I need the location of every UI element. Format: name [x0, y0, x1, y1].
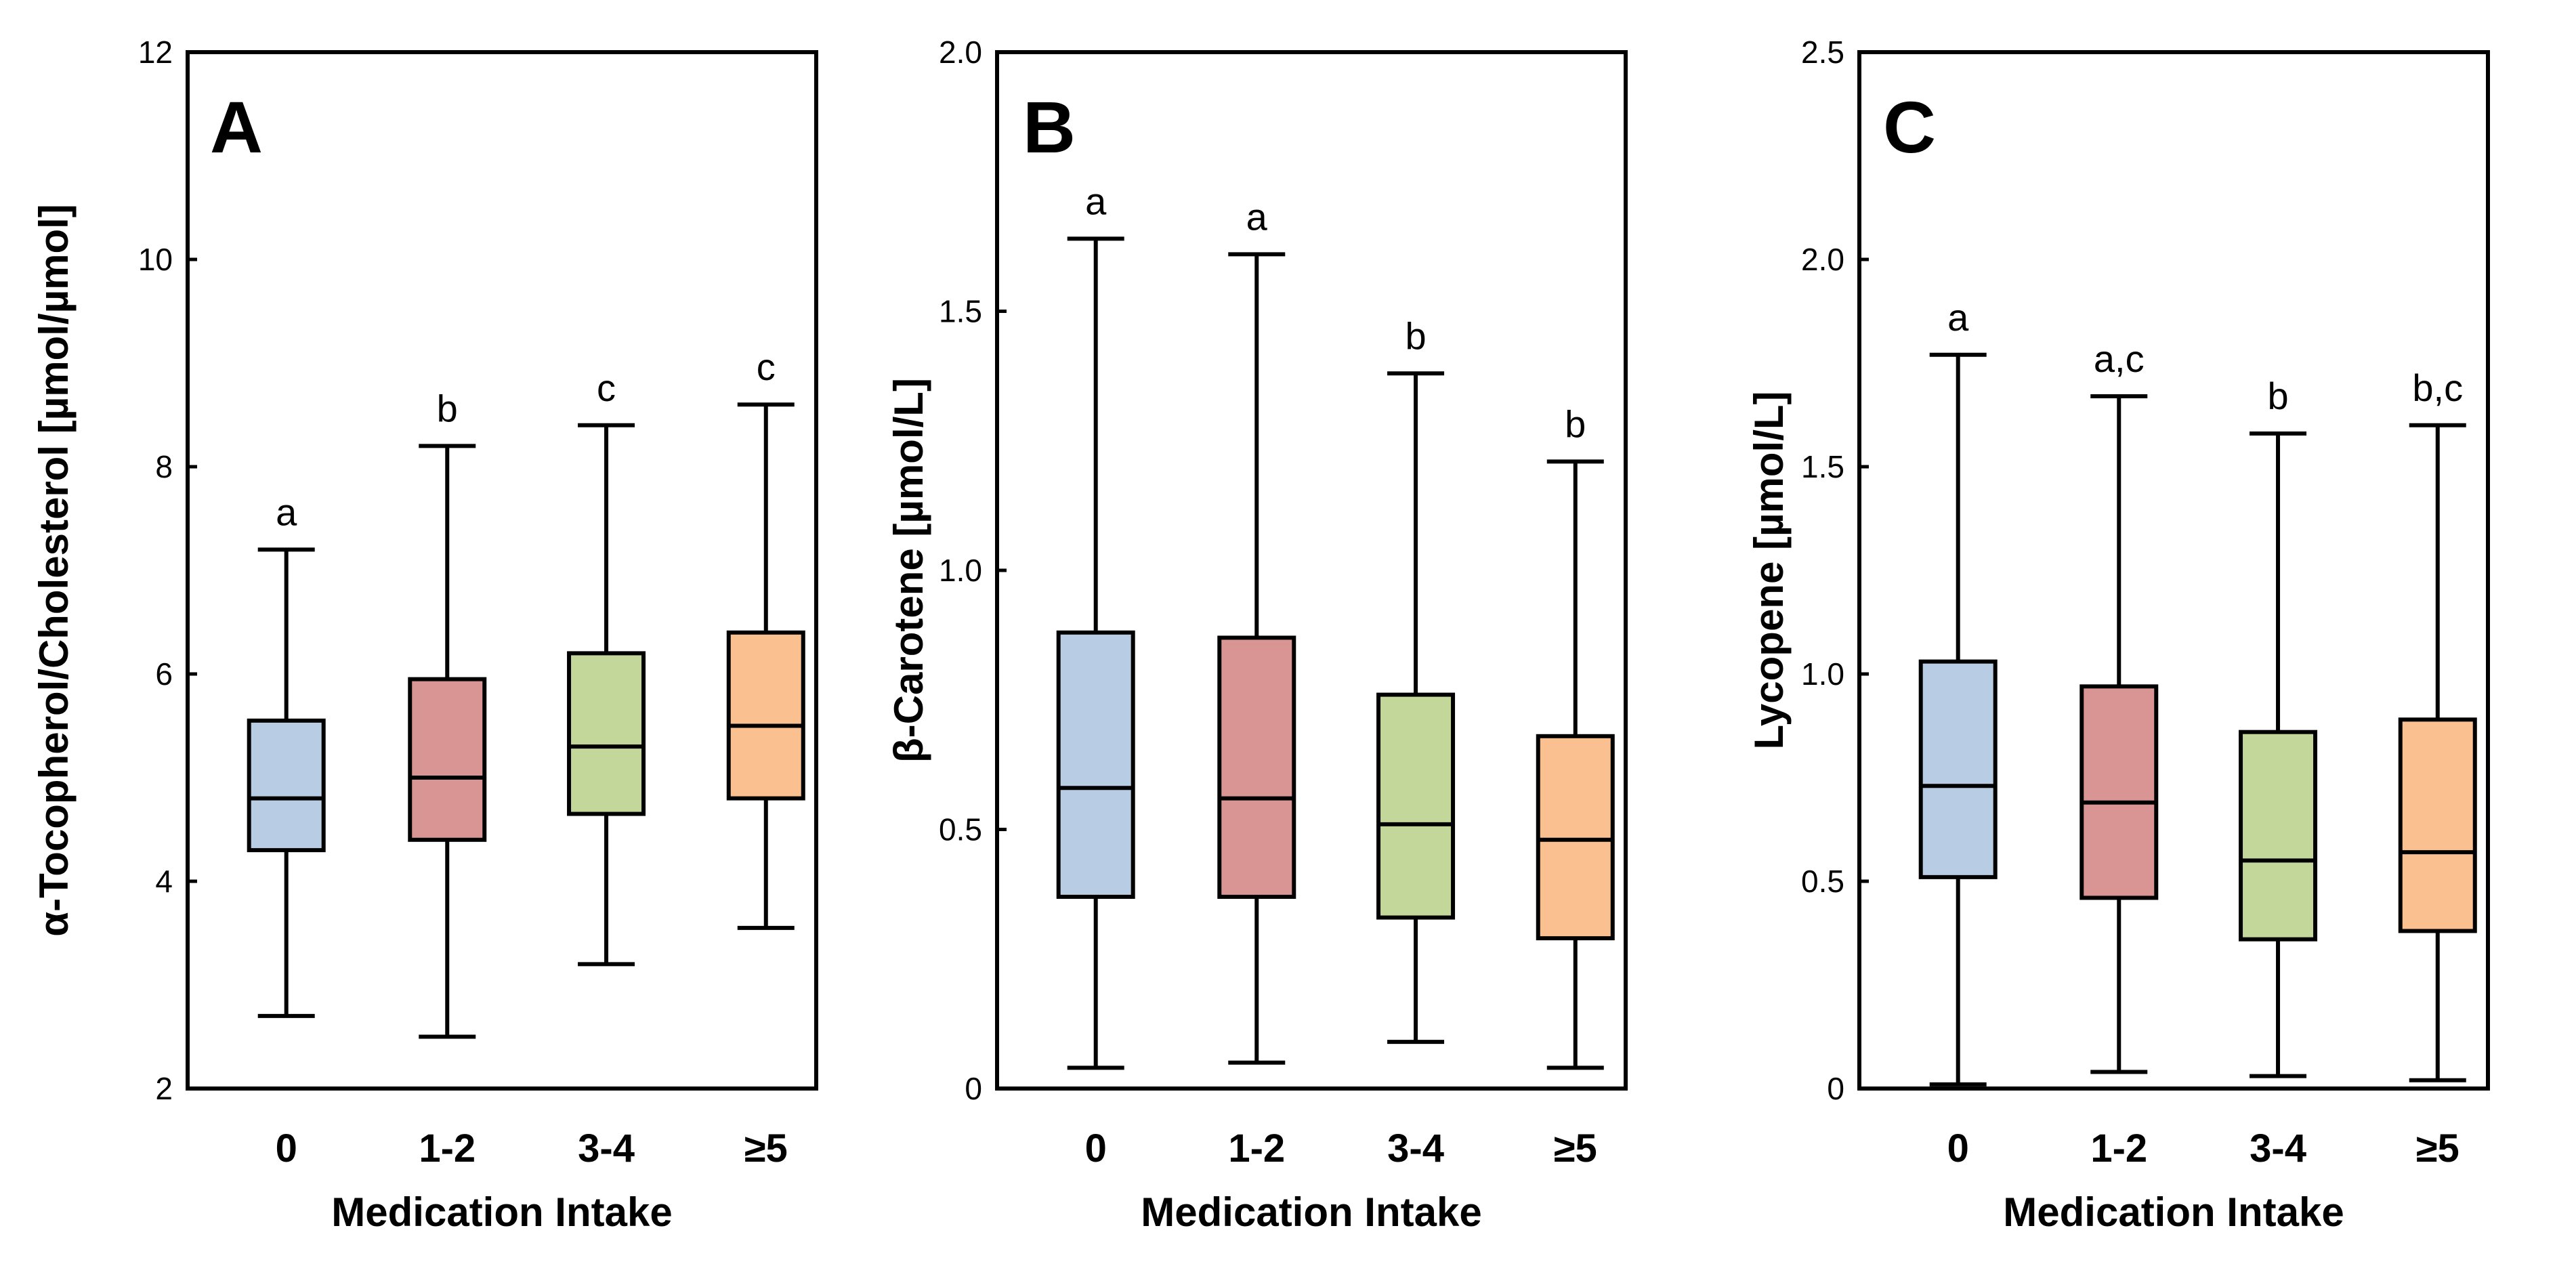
x-category-label: 1-2: [419, 1126, 476, 1170]
box-iqr: [1376, 692, 1456, 920]
x-category-label: 3-4: [2250, 1126, 2306, 1170]
significance-label: b: [437, 387, 458, 429]
box-1: a: [1918, 296, 1998, 1086]
x-category-label: 0: [276, 1126, 297, 1170]
y-tick-label: 2: [155, 1071, 173, 1106]
x-category-label: 1-2: [2090, 1126, 2147, 1170]
y-axis-title: α-Tocopherol/Cholesterol [µmol/µmol]: [31, 204, 77, 937]
significance-label: a: [1246, 195, 1268, 238]
x-category-label: 0: [1085, 1126, 1107, 1170]
box-3: c: [567, 366, 646, 967]
y-tick-label: 0: [1827, 1071, 1844, 1106]
x-category-label: 0: [1947, 1126, 1969, 1170]
box-iqr: [1536, 734, 1615, 941]
panel-a: A α-Tocopherol/Cholesterol [µmol/µmol] M…: [31, 35, 818, 1235]
box-iqr: [2398, 717, 2477, 933]
y-axis-ticks: 0 0.5 1.0 1.5 2.0 2.5: [1801, 35, 1869, 1106]
x-category-label: ≥5: [2416, 1126, 2459, 1170]
y-axis-ticks: 2 4 6 8 10 12: [138, 35, 197, 1106]
box-iqr: [2079, 684, 2159, 900]
x-axis-categories: 0 1-2 3-4 ≥5: [276, 1126, 788, 1170]
box-series: a a,c b b,c: [1918, 296, 2477, 1086]
x-category-label: 3-4: [1387, 1126, 1444, 1170]
y-tick-label: 1.0: [1801, 656, 1844, 692]
box-4: b,c: [2398, 366, 2477, 1082]
box-iqr: [1056, 630, 1135, 899]
significance-label: b,c: [2412, 366, 2463, 409]
x-category-label: 1-2: [1228, 1126, 1285, 1170]
significance-label: a: [276, 490, 297, 533]
panel-letter: A: [210, 86, 263, 168]
panel-b: B β-Carotene [µmol/L] Medication Intake …: [886, 35, 1628, 1235]
plot-frame: [186, 50, 818, 1091]
box-2: a: [1217, 195, 1296, 1065]
box-iqr: [247, 718, 326, 853]
significance-label: c: [757, 345, 776, 388]
x-axis-categories: 0 1-2 3-4 ≥5: [1947, 1126, 2459, 1170]
plot-frame: [1857, 50, 2490, 1091]
x-axis-title: Medication Intake: [2003, 1189, 2344, 1235]
y-axis-title: Lycopene [µmol/L]: [1746, 391, 1792, 749]
y-tick-label: 6: [155, 656, 173, 692]
box-iqr: [408, 677, 487, 842]
x-category-label: ≥5: [1554, 1126, 1597, 1170]
box-iqr: [2239, 730, 2318, 942]
y-tick-label: 12: [138, 35, 173, 70]
y-tick-label: 10: [138, 242, 173, 277]
panel-c: C Lycopene [µmol/L] Medication Intake 00…: [1746, 35, 2490, 1235]
box-iqr: [1217, 635, 1296, 899]
box-3: b: [1376, 314, 1456, 1045]
box-4: c: [726, 345, 805, 930]
significance-label: a: [1085, 180, 1107, 222]
significance-label: c: [597, 366, 616, 409]
significance-label: a,c: [2094, 337, 2145, 380]
y-tick-label: 2.0: [1801, 242, 1844, 277]
y-tick-label: 1.5: [1801, 449, 1844, 484]
box-series: a a b b: [1056, 180, 1615, 1070]
y-tick-label: 4: [155, 864, 173, 899]
x-axis-title: Medication Intake: [331, 1189, 672, 1235]
panel-letter: C: [1883, 86, 1936, 168]
box-2: b: [408, 387, 487, 1039]
box-3: b: [2239, 375, 2318, 1078]
y-tick-label: 8: [155, 449, 173, 484]
y-tick-label: 0.5: [1801, 864, 1844, 899]
y-tick-label: 1.5: [939, 294, 982, 329]
significance-label: a: [1947, 296, 1969, 339]
box-series: a b c c: [247, 345, 805, 1039]
box-1: a: [1056, 180, 1135, 1070]
box-1: a: [247, 490, 326, 1018]
significance-label: b: [2267, 375, 2288, 417]
box-iqr: [726, 630, 805, 801]
x-axis-title: Medication Intake: [1141, 1189, 1481, 1235]
y-tick-label: 0: [965, 1071, 982, 1106]
panel-letter: B: [1023, 86, 1076, 168]
significance-label: b: [1405, 314, 1426, 357]
box-4: b: [1536, 402, 1615, 1070]
x-axis-categories: 0 1-2 3-4 ≥5: [1085, 1126, 1597, 1170]
box-iqr: [1918, 659, 1998, 879]
box-2: a,c: [2079, 337, 2159, 1074]
y-tick-label: 2.0: [939, 35, 982, 70]
y-axis-ticks: 0 0.5 1.0 1.5 2.0: [939, 35, 1007, 1106]
y-tick-label: 2.5: [1801, 35, 1844, 70]
box-iqr: [567, 651, 646, 816]
significance-label: b: [1565, 402, 1586, 445]
y-axis-title: β-Carotene [µmol/L]: [886, 378, 931, 763]
x-category-label: 3-4: [578, 1126, 635, 1170]
y-tick-label: 1.0: [939, 553, 982, 588]
y-tick-label: 0.5: [939, 812, 982, 847]
x-category-label: ≥5: [744, 1126, 788, 1170]
